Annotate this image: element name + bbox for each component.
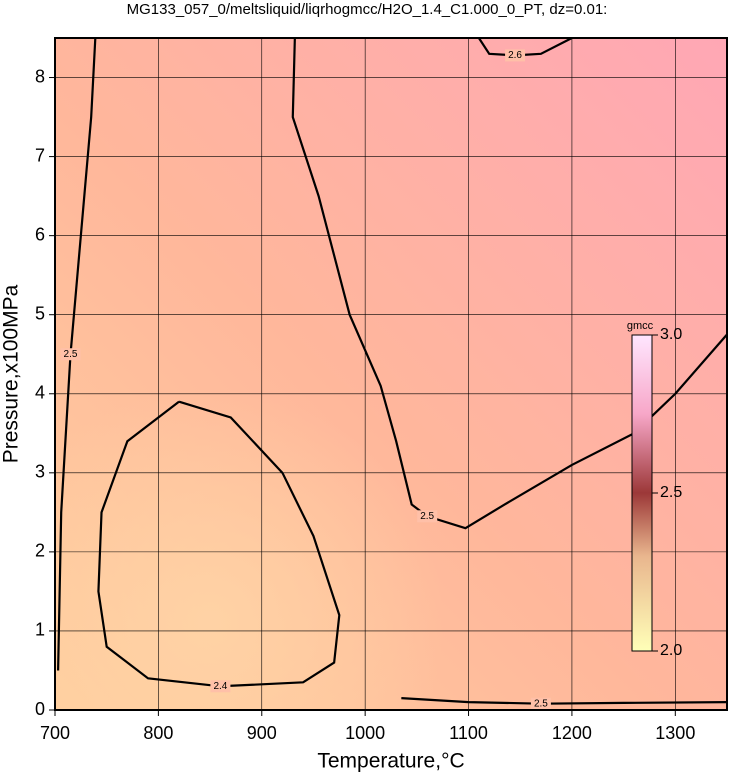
y-tick-label: 8: [35, 66, 45, 86]
x-axis-label: Temperature,°C: [317, 750, 464, 773]
x-tick-label: 700: [40, 723, 70, 743]
contour-label-bg: [60, 348, 81, 361]
x-tick-label: 1100: [449, 723, 488, 743]
x-tick-label: 900: [247, 723, 277, 743]
plot-shade: [55, 38, 727, 710]
contour-label: 2.4: [213, 681, 227, 692]
contour-line: [97, 400, 341, 688]
contour-label-bg: [530, 697, 551, 710]
colorbar: [631, 334, 653, 652]
colorbar-tick-label: 2.5: [660, 484, 682, 501]
contour-label-bg: [210, 680, 231, 693]
y-tick-label: 6: [35, 224, 45, 244]
plot-frame: [54, 37, 728, 711]
contour-label: 2.6: [508, 50, 522, 61]
x-tick-label: 800: [143, 723, 173, 743]
x-tick-label: 1300: [655, 723, 695, 743]
y-tick-label: 3: [35, 462, 45, 482]
colorbar-label: gmcc: [627, 320, 654, 332]
plot-area: 2.4 2.5 2.5 2.5 2.6: [54, 37, 728, 711]
chart-title: MG133_057_0/meltsliquid/liqrhogmcc/H2O_1…: [127, 1, 608, 18]
y-tick-label: 7: [35, 145, 45, 165]
contour-label-bg: [417, 510, 438, 523]
y-tick-label: 2: [35, 541, 45, 561]
contour-label-bg: [505, 49, 526, 62]
x-tick-label: 1200: [552, 723, 592, 743]
colorbar-tick-label: 2.0: [660, 642, 682, 659]
contour-label: 2.5: [534, 698, 548, 709]
colorbar-tick-label: 3.0: [660, 326, 682, 343]
contour-line: [57, 37, 97, 671]
y-axis-label: Pressure,x100MPa: [0, 284, 23, 463]
contour-label: 2.5: [64, 349, 78, 360]
contour-label: 2.5: [420, 511, 434, 522]
y-tick-label: 0: [35, 699, 45, 719]
y-tick-label: 4: [35, 383, 45, 403]
x-tick-label: 1000: [345, 723, 385, 743]
y-tick-label: 5: [35, 303, 45, 323]
y-tick-label: 1: [35, 620, 45, 640]
